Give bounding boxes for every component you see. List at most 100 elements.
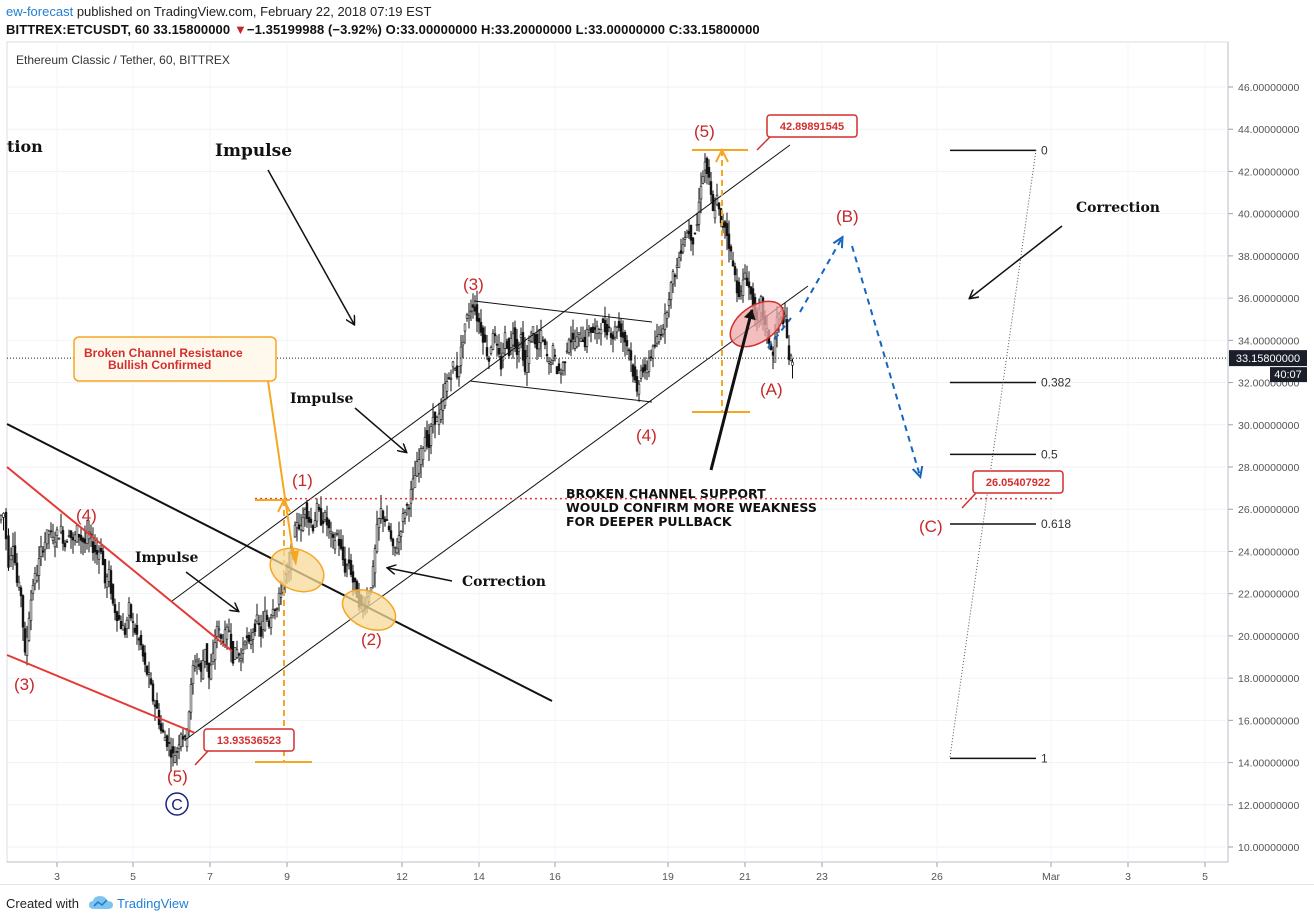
candle-body [551,345,555,361]
candle-body [487,357,491,362]
channel-lower-line [184,285,809,741]
candle-body [577,332,581,335]
candle-body [731,260,735,267]
candle-body [571,332,575,340]
label-impulse-mid: Impulse [290,391,354,407]
candle-body [437,413,441,426]
label-correction-right: Correction [1076,200,1160,216]
candle-body [175,751,179,753]
candle-body [43,541,47,551]
price-label-resistance: 26.05407922 [986,477,1050,489]
candle-body [727,233,731,249]
time-tick-label: 14 [473,871,485,883]
candle-body [51,536,55,541]
candle-body [603,320,607,333]
candle-body [105,576,109,588]
candle-body [535,333,539,350]
price-chart[interactable]: 10.00000000 12.00000000 14.00000000 16.0000… [0,0,1314,884]
candle-body [321,520,325,524]
candle-body [371,566,375,587]
candle-body [717,202,721,210]
candle-body [667,299,671,306]
candle-body [237,653,241,656]
publisher-line: ew-forecast published on TradingView.com… [6,4,431,19]
candle-body [261,620,265,630]
label-impulse-left: Impulse [135,550,199,566]
candle-body [75,525,79,543]
candle-body [619,323,623,337]
candle-body [669,282,673,300]
candle-body [461,341,465,346]
candle-body [17,581,21,588]
price-tick-label: 30.00000000 [1238,420,1299,432]
price-tick-label: 20.00000000 [1238,631,1299,643]
candle-body [293,524,297,538]
candle-body [135,624,139,635]
countdown-text: 40:07 [1274,369,1302,381]
price-tick-label: 24.00000000 [1238,546,1299,558]
price-label-bottom-pointer [194,750,209,766]
wedge-upper-line [6,466,233,652]
candle-body [217,628,221,631]
candle-body [733,266,737,276]
candle-body [197,663,201,667]
candle-body [739,290,743,292]
candle-body [585,329,589,347]
author-link[interactable]: ew-forecast [6,4,74,19]
candle-body [541,339,545,342]
candle-body [399,531,403,537]
candle-body [31,585,35,594]
candle-body [213,642,217,660]
candle-body [745,277,749,286]
candle-body [663,313,667,330]
candle-body [729,246,733,252]
candle-body [613,326,617,338]
candle-body [341,546,345,561]
candle-body [621,332,625,338]
candle-body [377,518,381,528]
fibonacci-levels: 0 0.382 0.5 0.618 1 [950,143,1071,765]
candle-body [583,336,587,348]
candle-body [333,540,337,550]
candle-body [249,640,253,645]
candle-body [115,611,119,622]
candle-body [231,641,235,664]
candle-body [305,502,309,519]
price-label-bottom-frame [203,728,295,752]
candle-body [9,555,13,561]
candle-body [123,627,127,635]
candle-body [57,538,61,540]
candle-body [423,437,427,452]
candle-body [411,478,415,490]
tradingview-brand-link[interactable]: TradingView [117,896,189,911]
candle-body [465,314,469,319]
candle-body [673,274,677,277]
candle-body [345,564,349,567]
candle-body [685,232,689,238]
candle-body [601,318,605,324]
candle-body [629,350,633,361]
candles [0,153,794,772]
price-tick-label: 34.00000000 [1238,335,1299,347]
candle-body [511,333,515,346]
candle-body [545,353,549,357]
candle-body [329,530,333,534]
candle-body [659,334,663,336]
candle-body [381,510,385,520]
retest-ellipse [341,589,397,631]
candle-body [141,645,145,657]
candle-body [49,530,53,533]
candle-body [169,749,173,758]
impulse-arrow-3 [185,571,238,611]
candle-body [439,409,443,420]
price-tick-label: 18.00000000 [1238,673,1299,685]
candle-body [11,546,15,556]
candle-body [97,551,101,560]
candle-body [125,619,129,630]
candle-body [93,544,97,553]
candle-body [323,512,327,520]
fib-level-label: 1 [1041,751,1048,765]
candle-body [633,366,637,381]
time-tick-label: 12 [396,871,408,883]
candle-body [547,361,551,364]
